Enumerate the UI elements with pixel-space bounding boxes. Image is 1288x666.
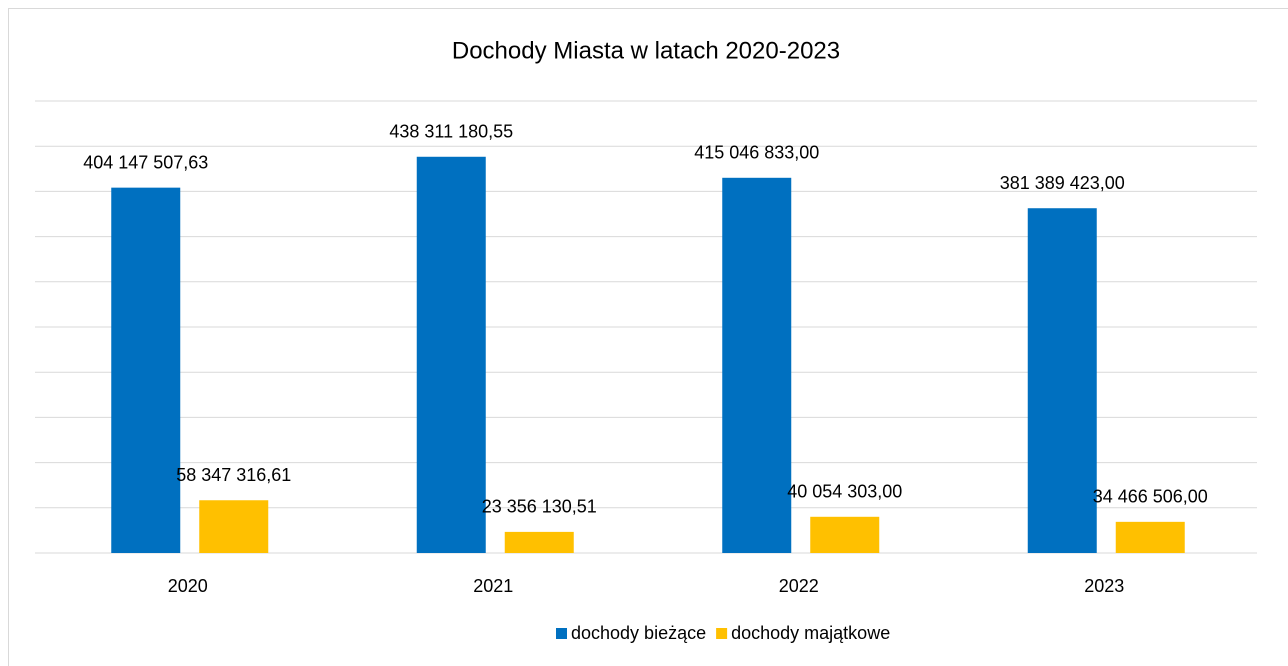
chart-title: Dochody Miasta w latach 2020-2023	[452, 37, 840, 64]
data-label: 438 311 180,55	[389, 122, 513, 142]
data-label: 23 356 130,51	[482, 497, 597, 517]
data-label: 404 147 507,63	[83, 152, 208, 172]
data-label: 34 466 506,00	[1093, 487, 1208, 507]
legend-swatch	[556, 628, 567, 639]
bar	[111, 187, 181, 554]
x-tick-label: 2022	[779, 576, 819, 596]
legend-swatch	[716, 628, 728, 639]
bar	[416, 156, 486, 553]
bar	[810, 516, 880, 553]
data-label: 415 046 833,00	[694, 143, 819, 163]
bar	[722, 177, 792, 553]
data-label: 58 347 316,61	[176, 465, 291, 485]
legend-label: dochody majątkowe	[731, 623, 890, 643]
bar	[1027, 208, 1097, 553]
x-tick-label: 2021	[473, 576, 513, 596]
data-label: 381 389 423,00	[1000, 173, 1125, 193]
x-tick-label: 2020	[168, 576, 208, 596]
data-label: 40 054 303,00	[787, 482, 902, 502]
legend-label: dochody bieżące	[571, 623, 706, 643]
bar	[1115, 521, 1185, 553]
x-tick-label: 2023	[1084, 576, 1124, 596]
bar	[504, 531, 574, 553]
bar	[199, 500, 269, 553]
